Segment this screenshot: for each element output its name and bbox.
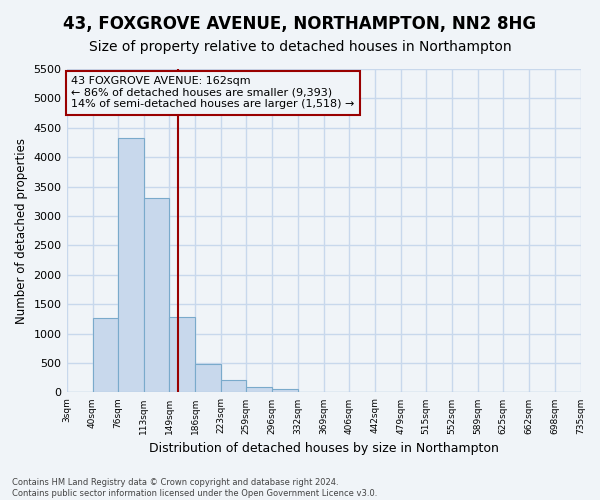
Bar [195, 364, 221, 392]
Bar [221, 380, 246, 392]
X-axis label: Distribution of detached houses by size in Northampton: Distribution of detached houses by size … [149, 442, 499, 455]
Text: Size of property relative to detached houses in Northampton: Size of property relative to detached ho… [89, 40, 511, 54]
Text: 43, FOXGROVE AVENUE, NORTHAMPTON, NN2 8HG: 43, FOXGROVE AVENUE, NORTHAMPTON, NN2 8H… [64, 15, 536, 33]
Bar [144, 198, 169, 392]
Bar [118, 138, 144, 392]
Bar [272, 389, 298, 392]
Y-axis label: Number of detached properties: Number of detached properties [15, 138, 28, 324]
Bar [169, 316, 195, 392]
Bar [92, 318, 118, 392]
Text: Contains HM Land Registry data © Crown copyright and database right 2024.
Contai: Contains HM Land Registry data © Crown c… [12, 478, 377, 498]
Text: 43 FOXGROVE AVENUE: 162sqm
← 86% of detached houses are smaller (9,393)
14% of s: 43 FOXGROVE AVENUE: 162sqm ← 86% of deta… [71, 76, 355, 110]
Bar [246, 388, 272, 392]
